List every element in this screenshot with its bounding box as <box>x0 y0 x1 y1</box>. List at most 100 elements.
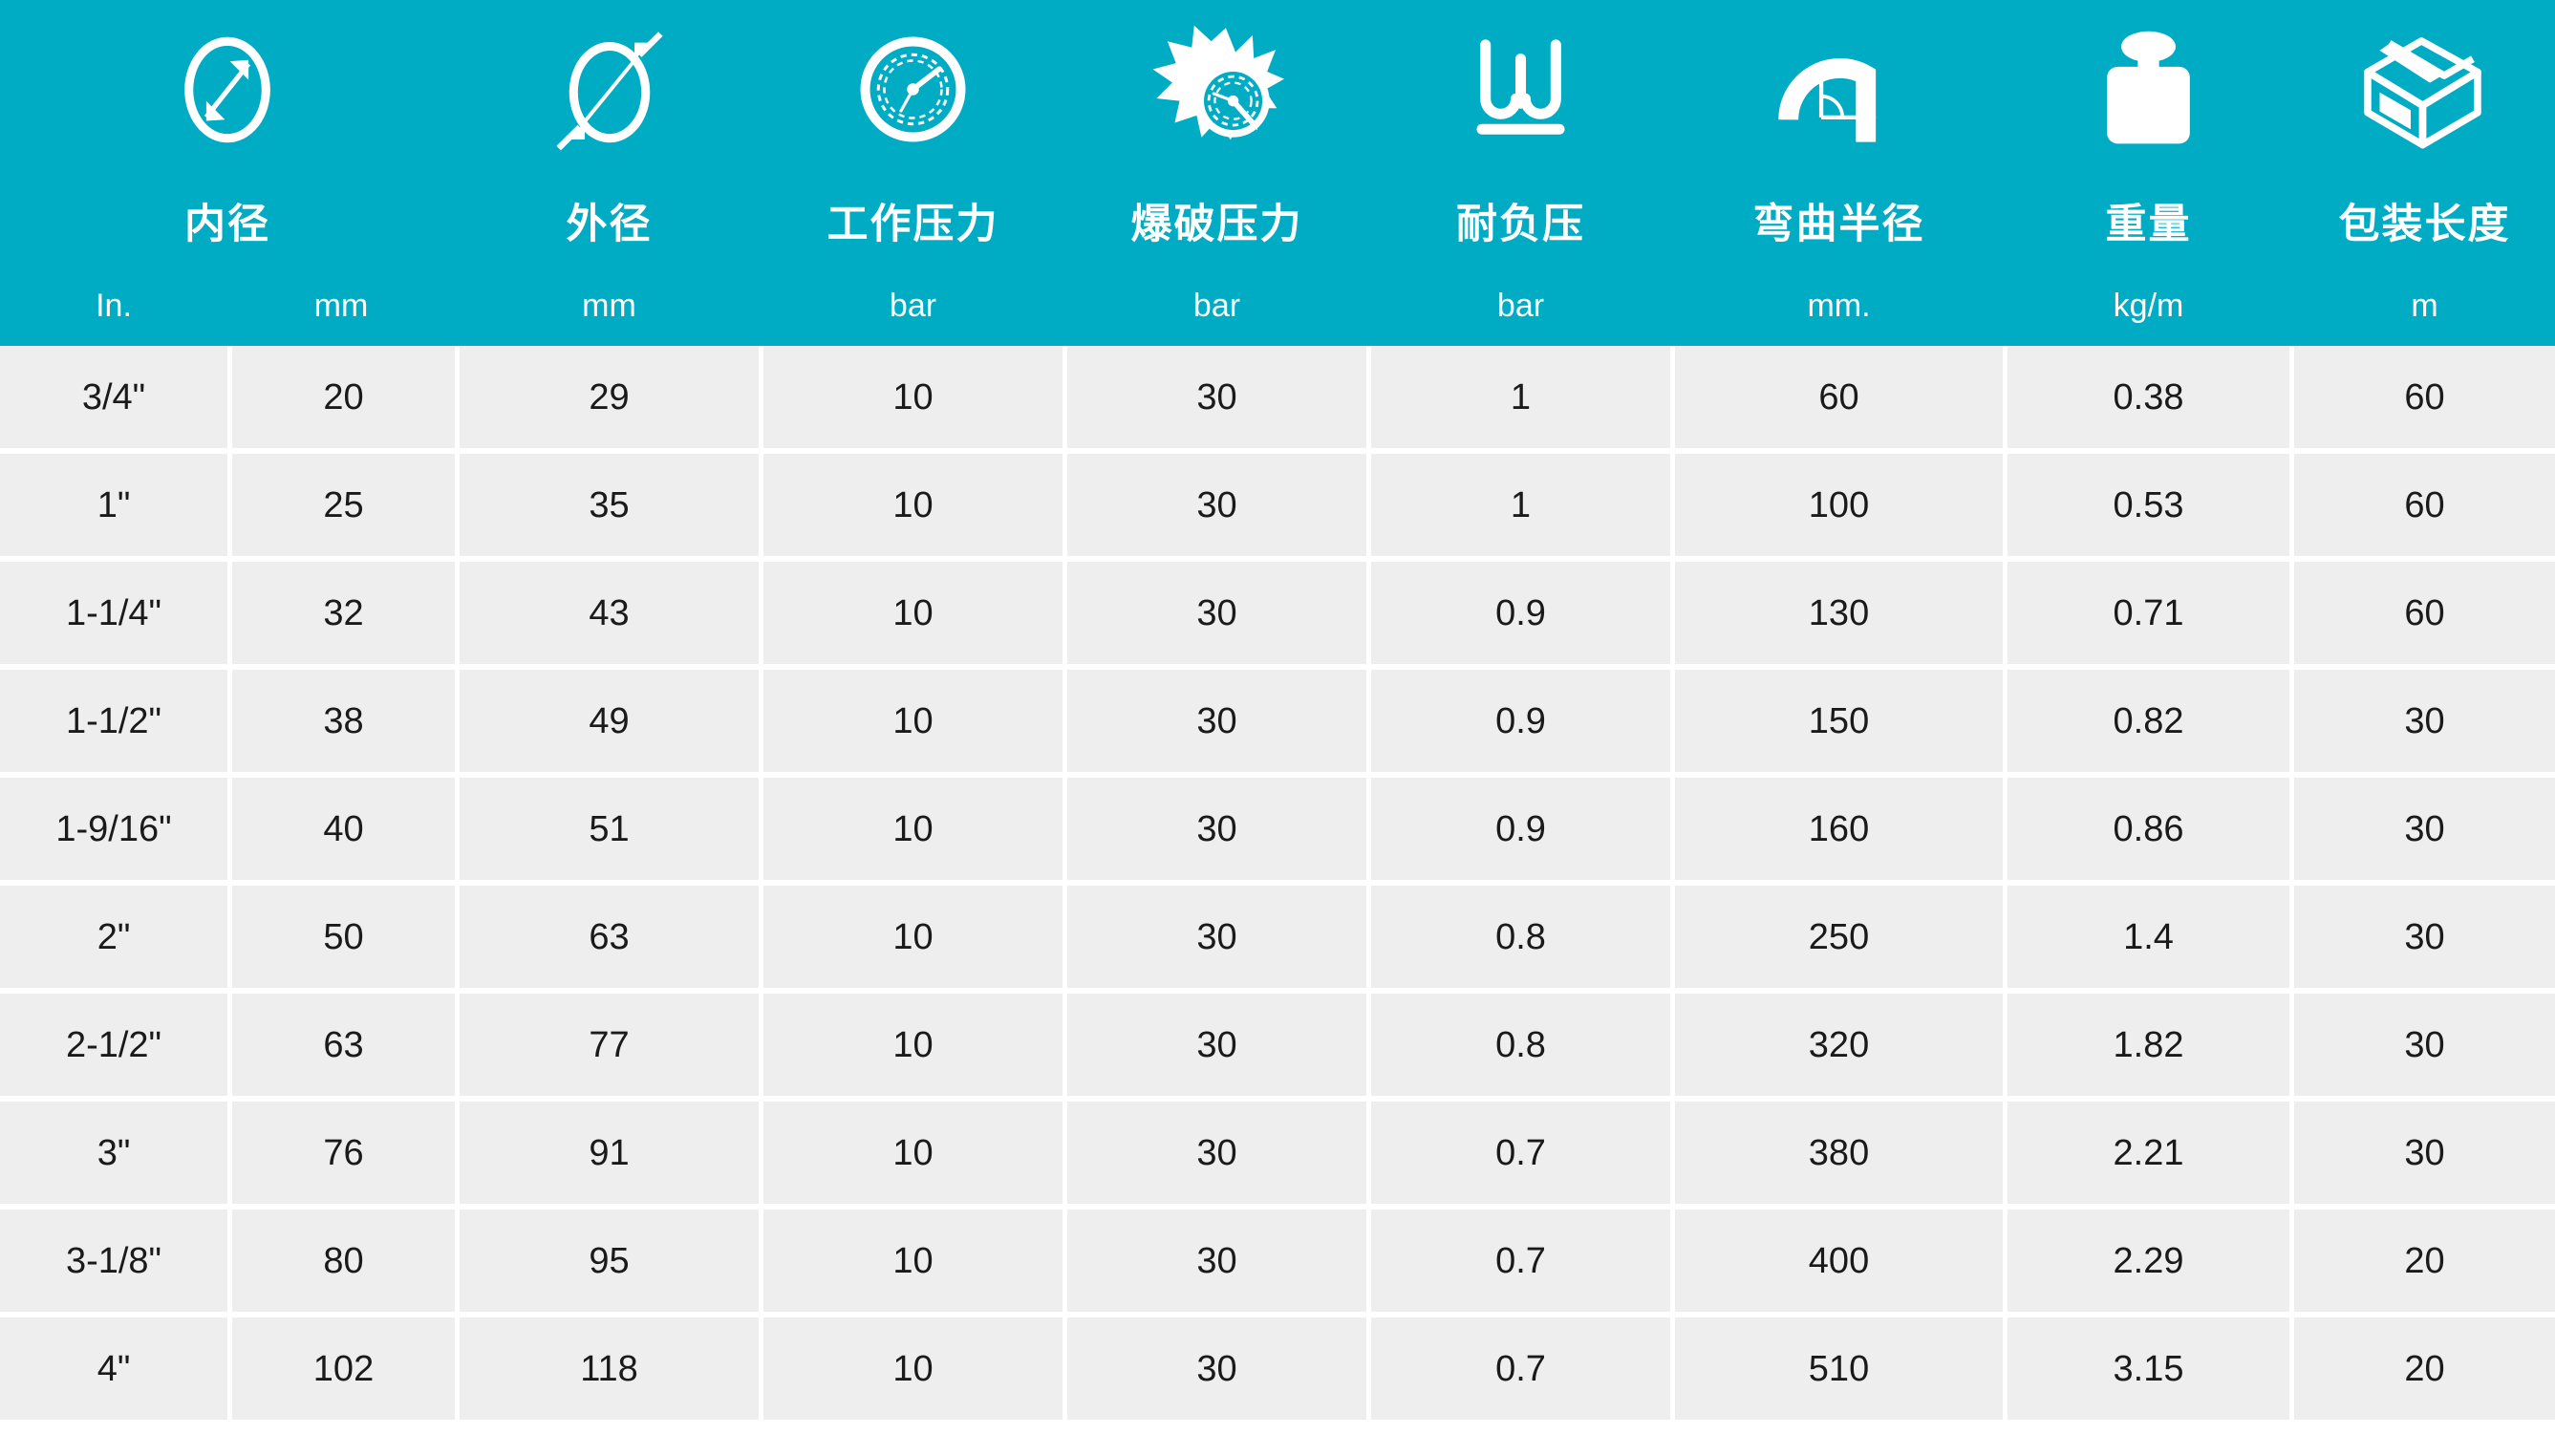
table-row: 20 <box>2289 1210 2555 1317</box>
table-row: 10 <box>759 454 1063 562</box>
header-group-label: 包装长度 <box>2338 202 2511 247</box>
header-unit-cell-od: mm <box>455 271 759 346</box>
table-row: 10 <box>759 1210 1063 1317</box>
outer-diameter-icon <box>548 28 672 152</box>
cell-pack: 60 <box>2294 454 2555 556</box>
table-row: 30 <box>1063 670 1366 778</box>
cell-bend: 130 <box>1675 562 2003 664</box>
cell-size_in: 3-1/8" <box>0 1210 227 1312</box>
header-unit-od: mm <box>582 288 636 324</box>
table-row: 100 <box>1670 454 2003 562</box>
bend-radius-icon <box>1774 28 1903 152</box>
cell-weight: 0.82 <box>2008 670 2289 772</box>
cell-od: 29 <box>460 346 759 448</box>
table-row: 10 <box>759 886 1063 994</box>
header-unit-size_in: In. <box>96 288 132 324</box>
cell-size_in: 3/4" <box>0 346 227 448</box>
cell-weight: 3.15 <box>2008 1317 2289 1420</box>
cell-bend: 380 <box>1675 1102 2003 1204</box>
table-row: 0.53 <box>2003 454 2289 562</box>
group-label-wrap: 包装长度 <box>2294 183 2555 267</box>
cell-vac: 0.9 <box>1371 778 1670 880</box>
table-row: 20 <box>227 346 455 454</box>
cell-bp: 30 <box>1067 562 1366 664</box>
header-unit-pack: m <box>2411 288 2438 324</box>
table-row: 29 <box>455 346 759 454</box>
table-row: 1.4 <box>2003 886 2289 994</box>
group-label-wrap: 耐负压 <box>1371 183 1670 267</box>
group-label-wrap: 工作压力 <box>763 183 1063 267</box>
cell-bend: 150 <box>1675 670 2003 772</box>
table-row: 60 <box>2289 454 2555 562</box>
header-group-0: 内径 <box>0 183 455 271</box>
cell-vac: 0.9 <box>1371 670 1670 772</box>
cell-od: 43 <box>460 562 759 664</box>
header-group-label: 内径 <box>184 202 270 247</box>
table-row: 35 <box>455 454 759 562</box>
table-row: 30 <box>1063 1317 1366 1425</box>
table-row: 30 <box>2289 886 2555 994</box>
table-row: 320 <box>1670 994 2003 1102</box>
cell-bp: 30 <box>1067 670 1366 772</box>
table-row: 80 <box>227 1210 455 1317</box>
cell-bend: 320 <box>1675 994 2003 1096</box>
table-row: 3-1/8" <box>0 1210 227 1317</box>
table-row: 380 <box>1670 1102 2003 1210</box>
cell-wp: 10 <box>763 454 1063 556</box>
group-label-wrap: 外径 <box>460 183 759 267</box>
table-row: 250 <box>1670 886 2003 994</box>
cell-weight: 2.29 <box>2008 1210 2289 1312</box>
cell-wp: 10 <box>763 886 1063 988</box>
table-row: 60 <box>1670 346 2003 454</box>
table-row: 30 <box>2289 1102 2555 1210</box>
cell-size_mm: 20 <box>232 346 455 448</box>
header-group-5: 弯曲半径 <box>1670 183 2003 271</box>
cell-wp: 10 <box>763 1102 1063 1204</box>
group-label-wrap: 爆破压力 <box>1067 183 1366 267</box>
table-row: 1" <box>0 454 227 562</box>
cell-od: 35 <box>460 454 759 556</box>
table-row: 1-1/4" <box>0 562 227 670</box>
cell-size_mm: 102 <box>232 1317 455 1420</box>
header-icon-cell-outer-diameter-icon <box>455 0 759 183</box>
cell-vac: 0.8 <box>1371 994 1670 1096</box>
table-row: 20 <box>2289 1317 2555 1425</box>
table-row: 43 <box>455 562 759 670</box>
header-unit-cell-size: In. mm <box>0 271 455 346</box>
cell-od: 51 <box>460 778 759 880</box>
cell-size_in: 2-1/2" <box>0 994 227 1096</box>
cell-size_in: 2" <box>0 886 227 988</box>
table-row: 1-9/16" <box>0 778 227 886</box>
table-row: 3/4" <box>0 346 227 454</box>
cell-pack: 30 <box>2294 994 2555 1096</box>
cell-size_mm: 40 <box>232 778 455 880</box>
table-row: 3.15 <box>2003 1317 2289 1425</box>
header-unit-cell-bend: mm. <box>1670 271 2003 346</box>
header-icon-cell-bend-radius-icon <box>1670 0 2003 183</box>
table-row: 51 <box>455 778 759 886</box>
cell-vac: 1 <box>1371 346 1670 448</box>
table-row: 30 <box>2289 778 2555 886</box>
table-row: 0.9 <box>1366 670 1670 778</box>
header-unit-bend: mm. <box>1807 288 1871 324</box>
cell-bend: 60 <box>1675 346 2003 448</box>
cell-bend: 400 <box>1675 1210 2003 1312</box>
table-row: 1.82 <box>2003 994 2289 1102</box>
cell-weight: 0.38 <box>2008 346 2289 448</box>
table-row: 10 <box>759 1102 1063 1210</box>
cell-od: 49 <box>460 670 759 772</box>
pressure-gauge-icon <box>853 30 973 149</box>
unit-wrap: kg/m <box>2008 271 2289 340</box>
table-row: 2" <box>0 886 227 994</box>
header-icon-cell-package-icon <box>2289 0 2555 183</box>
header-unit-cell-wp: bar <box>759 271 1063 346</box>
cell-wp: 10 <box>763 778 1063 880</box>
cell-vac: 1 <box>1371 454 1670 556</box>
table-row: 10 <box>759 778 1063 886</box>
table-row: 0.71 <box>2003 562 2289 670</box>
cell-vac: 0.7 <box>1371 1102 1670 1204</box>
table-row: 510 <box>1670 1317 2003 1425</box>
weight-icon <box>2093 28 2203 152</box>
cell-bp: 30 <box>1067 1210 1366 1312</box>
table-row: 91 <box>455 1102 759 1210</box>
